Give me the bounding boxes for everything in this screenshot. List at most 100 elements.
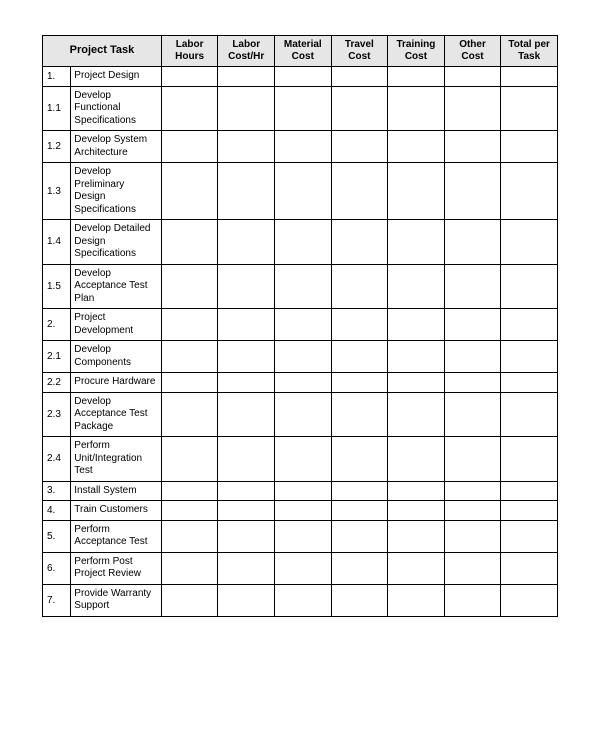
table-body: 1.Project Design1.1Develop Functional Sp… (43, 67, 558, 617)
cell-value (218, 131, 275, 163)
row-task: Install System (71, 481, 162, 501)
cell-value (275, 163, 332, 220)
cost-table: Project Task Labor Hours Labor Cost/Hr M… (42, 35, 558, 617)
row-task: Develop Detailed Design Specifications (71, 220, 162, 265)
cell-value (331, 481, 388, 501)
cell-value (444, 220, 501, 265)
cell-value (275, 341, 332, 373)
cell-value (161, 163, 218, 220)
row-number: 1.2 (43, 131, 71, 163)
row-task: Develop Functional Specifications (71, 86, 162, 131)
cell-value (218, 373, 275, 393)
table-row: 2.1Develop Components (43, 341, 558, 373)
row-task: Develop Acceptance Test Package (71, 392, 162, 437)
cell-value (218, 481, 275, 501)
cell-value (501, 309, 558, 341)
table-header: Project Task Labor Hours Labor Cost/Hr M… (43, 36, 558, 67)
cell-value (388, 552, 445, 584)
cell-value (331, 86, 388, 131)
cell-value (501, 520, 558, 552)
cell-value (275, 584, 332, 616)
table-row: 1.2Develop System Architecture (43, 131, 558, 163)
table-row: 3.Install System (43, 481, 558, 501)
row-number: 2.2 (43, 373, 71, 393)
cell-value (501, 584, 558, 616)
row-task: Project Design (71, 67, 162, 87)
cell-value (218, 552, 275, 584)
col-training: Training Cost (388, 36, 445, 67)
table-row: 2.2Procure Hardware (43, 373, 558, 393)
row-task: Project Development (71, 309, 162, 341)
cell-value (275, 86, 332, 131)
row-number: 1.1 (43, 86, 71, 131)
cell-value (501, 264, 558, 309)
row-task: Train Customers (71, 501, 162, 521)
cell-value (275, 373, 332, 393)
row-number: 7. (43, 584, 71, 616)
cell-value (501, 392, 558, 437)
cell-value (161, 392, 218, 437)
cell-value (218, 220, 275, 265)
cell-value (388, 131, 445, 163)
cell-value (501, 163, 558, 220)
cell-value (388, 86, 445, 131)
table-row: 2.Project Development (43, 309, 558, 341)
table-row: 2.3Develop Acceptance Test Package (43, 392, 558, 437)
cell-value (388, 341, 445, 373)
cell-value (444, 552, 501, 584)
cell-value (161, 584, 218, 616)
cell-value (275, 220, 332, 265)
cell-value (444, 373, 501, 393)
cell-value (331, 264, 388, 309)
row-number: 3. (43, 481, 71, 501)
cell-value (501, 67, 558, 87)
table-row: 4.Train Customers (43, 501, 558, 521)
cell-value (444, 584, 501, 616)
cell-value (388, 220, 445, 265)
cell-value (161, 481, 218, 501)
cell-value (501, 437, 558, 482)
cell-value (275, 131, 332, 163)
cell-value (275, 392, 332, 437)
col-labor-cost: Labor Cost/Hr (218, 36, 275, 67)
row-task: Perform Post Project Review (71, 552, 162, 584)
cell-value (275, 501, 332, 521)
table-row: 1.Project Design (43, 67, 558, 87)
cell-value (218, 437, 275, 482)
cell-value (275, 520, 332, 552)
table-row: 7.Provide Warranty Support (43, 584, 558, 616)
cell-value (331, 309, 388, 341)
cell-value (444, 163, 501, 220)
cell-value (161, 131, 218, 163)
cell-value (275, 264, 332, 309)
cell-value (331, 67, 388, 87)
cell-value (444, 520, 501, 552)
cell-value (501, 220, 558, 265)
row-task: Develop Components (71, 341, 162, 373)
cell-value (218, 341, 275, 373)
cell-value (161, 437, 218, 482)
cell-value (218, 86, 275, 131)
cell-value (388, 481, 445, 501)
table-row: 1.1Develop Functional Specifications (43, 86, 558, 131)
cell-value (444, 67, 501, 87)
row-number: 1.4 (43, 220, 71, 265)
cell-value (218, 163, 275, 220)
row-number: 5. (43, 520, 71, 552)
cell-value (218, 584, 275, 616)
cell-value (444, 437, 501, 482)
cell-value (388, 501, 445, 521)
cell-value (444, 481, 501, 501)
cell-value (444, 264, 501, 309)
col-labor-hours: Labor Hours (161, 36, 218, 67)
cell-value (388, 437, 445, 482)
cell-value (218, 309, 275, 341)
cell-value (218, 520, 275, 552)
row-task: Provide Warranty Support (71, 584, 162, 616)
col-project-task: Project Task (43, 36, 162, 67)
page: Project Task Labor Hours Labor Cost/Hr M… (0, 0, 600, 652)
table-row: 1.3Develop Preliminary Design Specificat… (43, 163, 558, 220)
row-number: 1.3 (43, 163, 71, 220)
row-task: Develop Acceptance Test Plan (71, 264, 162, 309)
cell-value (501, 481, 558, 501)
